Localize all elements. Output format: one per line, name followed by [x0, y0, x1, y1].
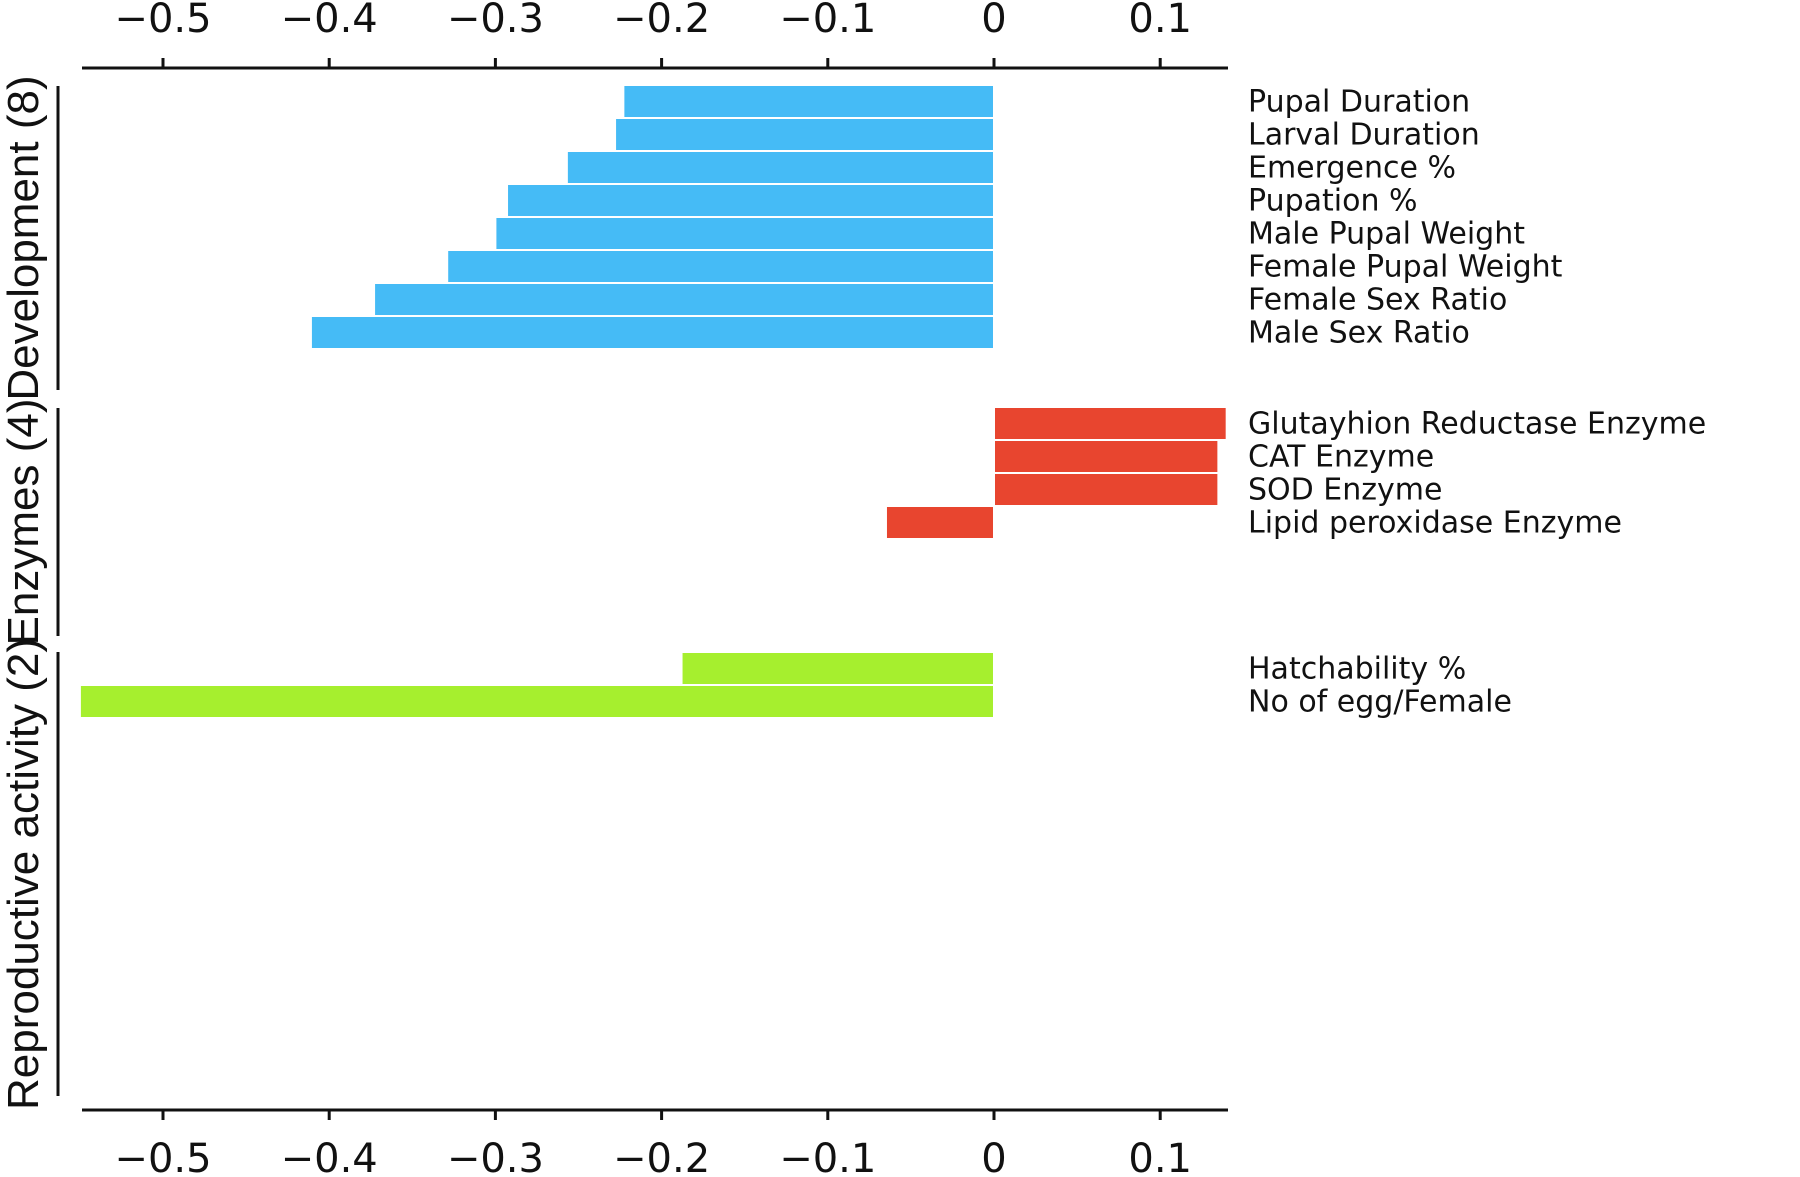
bar-group: Reproductive activity (2) Hatchability %N…	[0, 638, 1512, 1110]
bar	[446, 249, 995, 284]
bar-label: Pupation %	[1248, 184, 1418, 219]
bar	[614, 117, 996, 152]
bar-label: CAT Enzyme	[1248, 440, 1434, 475]
bar	[884, 505, 995, 540]
bottom-tick-label: −0.1	[779, 1136, 876, 1177]
top-tick-label: −0.5	[114, 0, 211, 42]
bar	[309, 315, 995, 350]
bar-label: SOD Enzyme	[1248, 473, 1442, 508]
bar-label: Male Sex Ratio	[1248, 316, 1470, 351]
bar-label: Emergence %	[1248, 151, 1456, 186]
top-tick-label: −0.4	[281, 0, 378, 42]
bottom-axis: −0.5 −0.4 −0.3 −0.2 −0.1 0 0.1	[82, 1108, 1228, 1177]
bar	[993, 472, 1220, 507]
bar-label: Male Pupal Weight	[1248, 217, 1525, 252]
bar-label: Hatchability %	[1248, 652, 1466, 687]
bar-group: Enzymes (4) Glutayhion Reductase EnzymeCA…	[0, 399, 1706, 646]
bar-label: Pupal Duration	[1248, 85, 1470, 120]
bar	[373, 282, 996, 317]
bar	[494, 216, 995, 251]
bar-label: No of egg/Female	[1248, 685, 1512, 720]
bottom-tick-label: −0.3	[447, 1136, 544, 1177]
bar	[78, 684, 995, 719]
top-axis: −0.5 −0.4 −0.3 −0.2 −0.1 0 0.1	[82, 0, 1228, 70]
bar-label: Female Pupal Weight	[1248, 250, 1563, 285]
group-label: Development (8)	[0, 75, 48, 400]
top-tick-label: −0.2	[613, 0, 710, 42]
top-tick-label: −0.3	[447, 0, 544, 42]
bar	[506, 183, 995, 218]
group-label: Enzymes (4)	[0, 399, 48, 646]
bar	[993, 406, 1228, 441]
bar	[622, 84, 996, 119]
bottom-tick-label: −0.2	[613, 1136, 710, 1177]
bar-label: Lipid peroxidase Enzyme	[1248, 506, 1622, 541]
bar	[993, 439, 1220, 474]
bottom-tick-label: 0.1	[1128, 1136, 1192, 1177]
bar-label: Larval Duration	[1248, 118, 1480, 153]
bar	[680, 651, 995, 686]
bar-label: Glutayhion Reductase Enzyme	[1248, 407, 1706, 442]
bottom-tick-label: 0	[981, 1136, 1006, 1177]
bar-label: Female Sex Ratio	[1248, 283, 1507, 318]
group-label: Reproductive activity (2)	[0, 638, 48, 1110]
bottom-tick-label: −0.4	[281, 1136, 378, 1177]
bottom-tick-label: −0.5	[114, 1136, 211, 1177]
top-tick-label: 0.1	[1128, 0, 1192, 42]
bar	[565, 150, 996, 185]
top-tick-label: 0	[981, 0, 1006, 42]
top-tick-label: −0.1	[779, 0, 876, 42]
